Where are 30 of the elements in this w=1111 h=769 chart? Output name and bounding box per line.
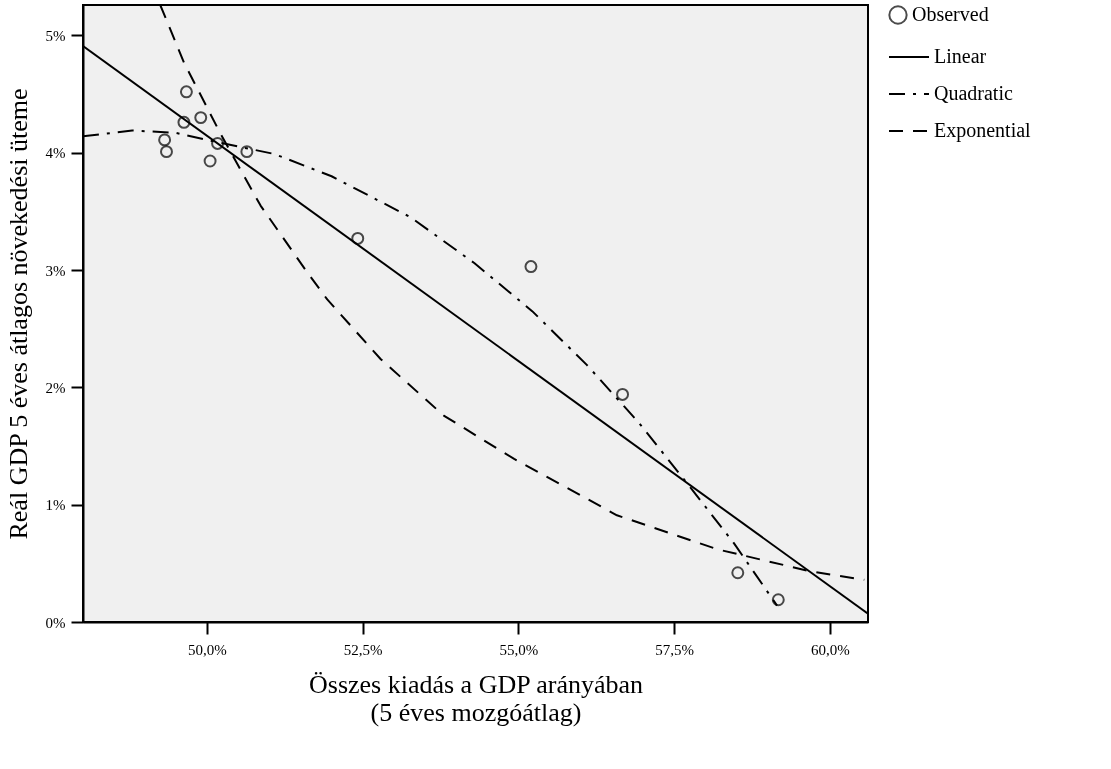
x-tick-label: 55,0%: [499, 641, 539, 658]
legend-label: Exponential: [934, 119, 1032, 142]
x-tick-label: 60,0%: [811, 641, 850, 658]
point: [179, 85, 193, 99]
point: [524, 260, 538, 274]
point: [731, 566, 745, 580]
point: [203, 154, 217, 168]
point: [351, 231, 365, 245]
y-tick-label: 4%: [45, 145, 66, 162]
point: [240, 145, 254, 159]
point: [616, 387, 630, 401]
x-tick-label: 52,5%: [343, 641, 383, 658]
x-tick-label: 57,5%: [655, 641, 695, 658]
x-tick-label: 50,0%: [188, 641, 227, 658]
point: [177, 115, 191, 129]
point: [160, 145, 173, 159]
x-axis-title: Összes kiadás a GDP arányában (5 éves mozgóátlag): [308, 669, 644, 727]
point: [771, 593, 785, 607]
y-tick-label: 2%: [45, 379, 66, 396]
point: [158, 133, 172, 147]
y-tick-label: 1%: [45, 497, 66, 514]
y-tick-label: 0%: [45, 614, 66, 631]
legend-label: Quadratic: [934, 82, 1013, 104]
legend-label: Linear: [934, 45, 987, 67]
legend-label: Observed: [912, 3, 989, 25]
point: [194, 111, 208, 125]
y-tick-label: 5%: [45, 28, 66, 44]
y-axis-title: Reál GDP 5 éves átlagos növekedési üteme: [3, 88, 33, 540]
y-tick-label: 3%: [45, 262, 66, 279]
point: [211, 136, 225, 150]
